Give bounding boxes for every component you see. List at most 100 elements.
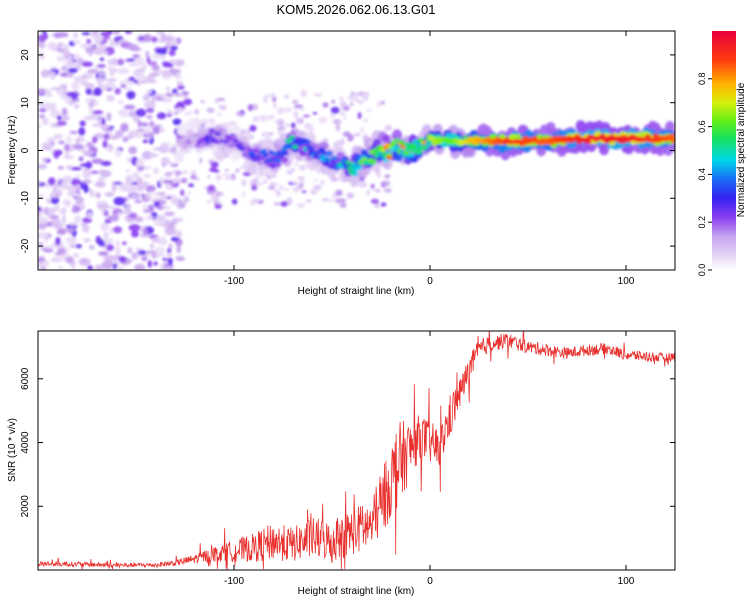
noise-blob	[350, 101, 354, 107]
noise-blob	[145, 191, 152, 200]
noise-blob	[174, 107, 185, 113]
noise-blob	[61, 107, 68, 117]
noise-blob	[118, 256, 127, 263]
snr-y-ticks: 2000 4000 6000	[20, 367, 675, 517]
noise-blob	[62, 115, 70, 121]
noise-blob	[130, 193, 142, 198]
noise-blob	[175, 170, 182, 176]
noise-blob	[151, 236, 161, 243]
ridge-blob	[270, 164, 277, 169]
noise-blob	[172, 88, 178, 94]
noise-blob	[81, 61, 94, 67]
noise-blob	[252, 186, 256, 190]
noise-blob	[38, 164, 48, 170]
ridge-blob	[386, 155, 393, 160]
ridge-blob	[403, 149, 410, 156]
noise-blob	[123, 87, 132, 91]
noise-blob	[177, 201, 186, 209]
snr-y-tick-label: 6000	[20, 367, 31, 390]
noise-blob	[332, 119, 342, 125]
noise-blob	[41, 117, 50, 126]
noise-blob	[64, 256, 74, 264]
noise-blob	[180, 189, 185, 197]
noise-blob	[365, 92, 370, 95]
noise-blob	[107, 78, 117, 82]
noise-blob	[141, 150, 153, 160]
noise-blob	[194, 108, 200, 115]
noise-blob	[84, 47, 96, 53]
noise-blob	[269, 93, 276, 98]
noise-blob	[335, 123, 341, 132]
noise-blob	[71, 81, 80, 91]
noise-blob	[78, 156, 84, 162]
noise-blob	[70, 166, 82, 171]
noise-blob	[229, 121, 238, 127]
spectrogram-heatmap	[38, 31, 675, 270]
noise-blob	[135, 177, 144, 184]
noise-blob	[281, 187, 290, 191]
noise-blob	[92, 31, 98, 35]
noise-blob	[184, 112, 190, 116]
noise-blob	[128, 76, 135, 82]
noise-blob	[156, 253, 166, 257]
noise-blob	[206, 107, 215, 114]
noise-blob	[82, 179, 92, 184]
noise-blob	[159, 263, 165, 270]
noise-blob	[54, 204, 60, 212]
noise-blob	[160, 156, 170, 165]
noise-blob	[335, 189, 343, 197]
noise-blob	[158, 94, 168, 98]
noise-blob	[141, 63, 148, 71]
noise-blob	[85, 161, 93, 169]
ridge-blob	[371, 148, 379, 153]
noise-blob	[38, 52, 45, 60]
spectrogram-energy-blobs	[38, 31, 675, 270]
noise-blob	[68, 244, 77, 249]
noise-blob	[145, 215, 154, 221]
noise-blob	[40, 266, 46, 270]
noise-blob	[86, 38, 92, 45]
noise-blob	[38, 193, 45, 199]
noise-blob	[276, 107, 286, 115]
noise-blob	[339, 203, 347, 208]
noise-blob	[176, 81, 184, 86]
noise-blob	[60, 42, 67, 50]
noise-blob	[160, 142, 171, 146]
noise-blob	[336, 201, 342, 205]
noise-blob	[100, 222, 109, 232]
noise-blob	[38, 212, 42, 217]
colorbar-gradient	[712, 31, 736, 270]
noise-blob	[83, 238, 92, 243]
ridge-blob	[372, 138, 381, 147]
noise-blob	[50, 218, 61, 226]
noise-blob	[365, 109, 372, 112]
noise-blob	[64, 96, 73, 104]
noise-blob	[183, 98, 193, 106]
noise-blob	[38, 232, 49, 239]
noise-blob	[115, 240, 120, 247]
noise-blob	[38, 123, 42, 129]
noise-blob	[64, 60, 71, 69]
ridge-blob	[370, 159, 377, 164]
noise-blob	[87, 211, 93, 220]
noise-blob	[152, 125, 161, 135]
spectrogram-y-tick-label: 10	[20, 97, 31, 109]
noise-blob	[79, 206, 87, 210]
ridge-blob	[340, 158, 347, 163]
noise-blob	[97, 176, 106, 182]
noise-blob	[101, 260, 114, 270]
noise-blob	[374, 189, 381, 193]
ridge-blob	[263, 137, 274, 150]
noise-blob	[53, 69, 60, 73]
noise-blob	[360, 127, 365, 134]
noise-blob	[156, 31, 165, 36]
noise-blob	[374, 169, 381, 174]
noise-blob	[128, 224, 141, 232]
noise-blob	[56, 55, 67, 62]
noise-blob	[97, 251, 109, 256]
noise-blob	[100, 44, 106, 52]
ridge-blob	[382, 134, 391, 143]
noise-blob	[121, 241, 127, 246]
noise-blob	[128, 212, 138, 219]
noise-blob	[40, 69, 51, 78]
